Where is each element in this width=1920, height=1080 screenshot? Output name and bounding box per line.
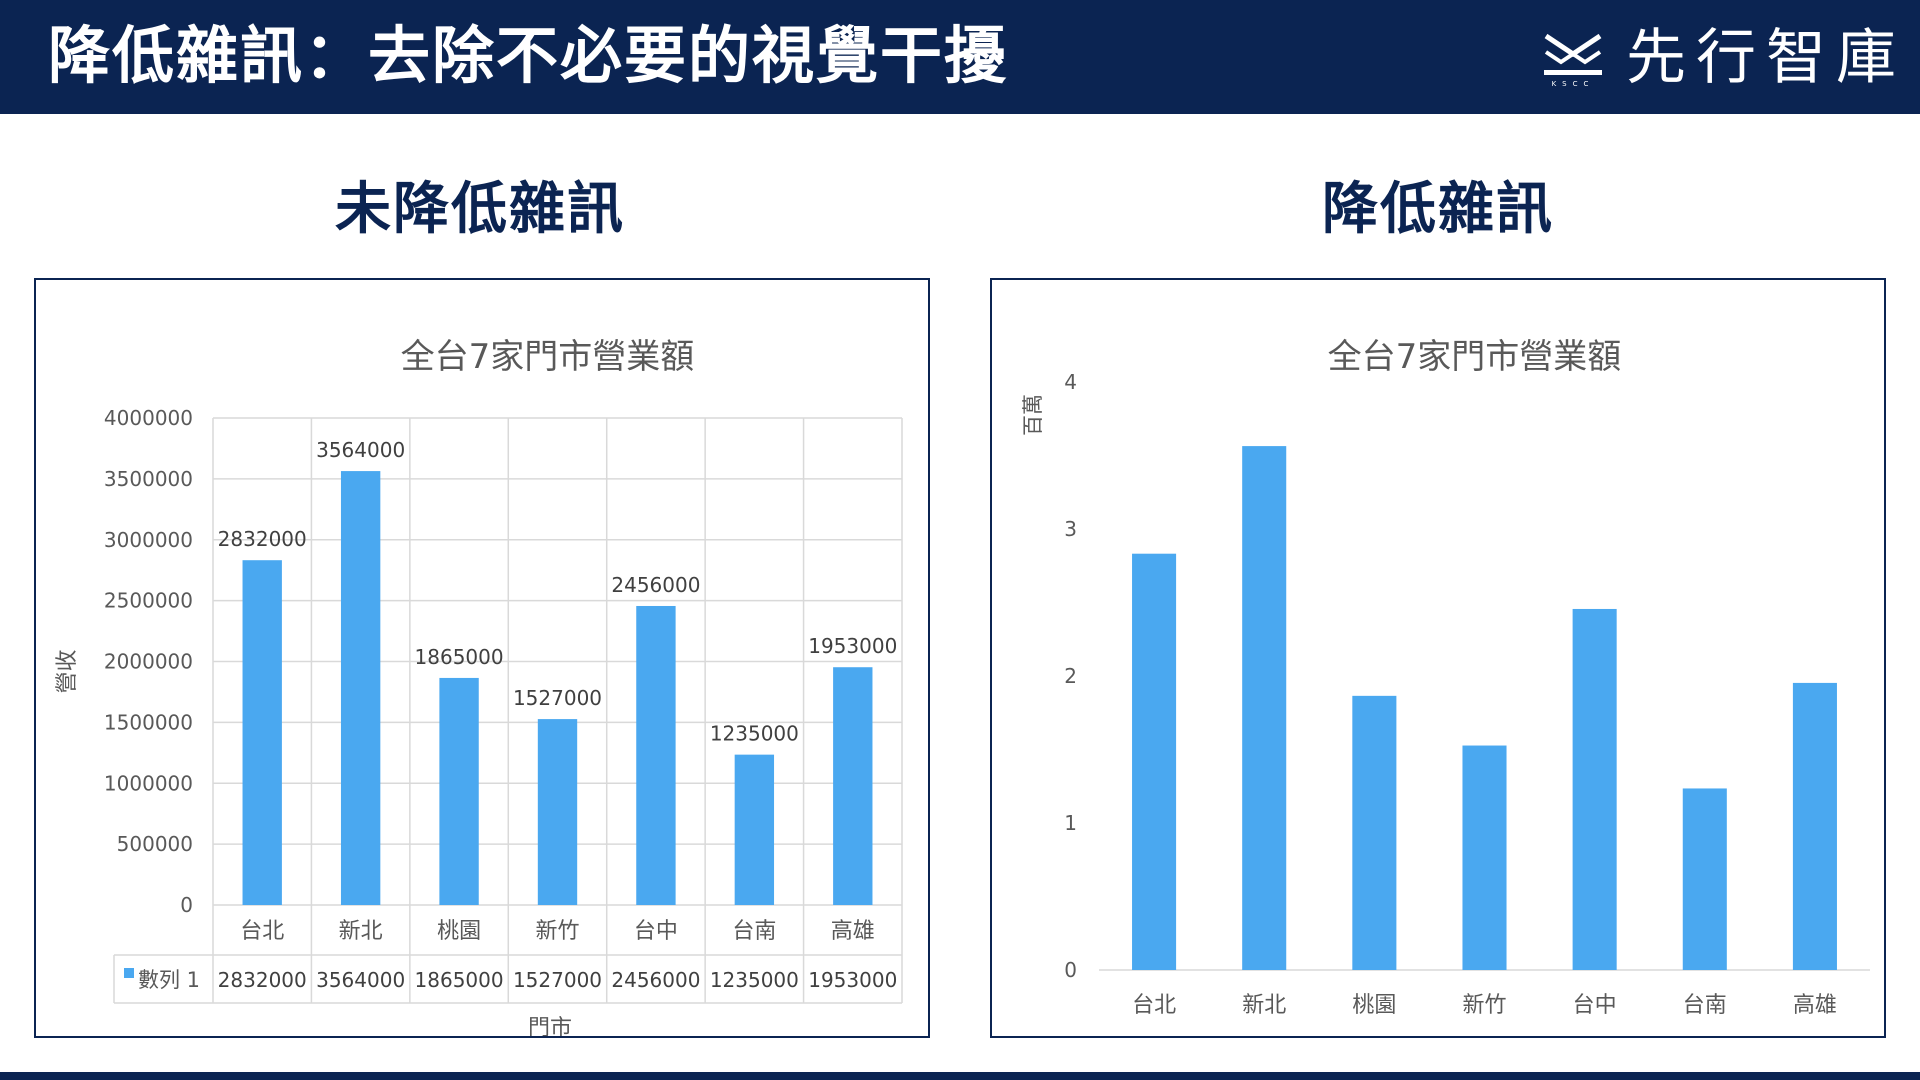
table-value: 1235000 (710, 968, 799, 992)
mountain-wave-logo-icon: KSCC (1542, 28, 1604, 88)
data-label: 3564000 (316, 438, 405, 462)
right-panel-heading: 降低雜訊 (1322, 177, 1554, 242)
y-tick-label: 0 (1064, 958, 1077, 982)
bar (1572, 608, 1617, 970)
bar (340, 471, 381, 905)
logo-text: 先行智庫 (1626, 23, 1906, 93)
bar (1352, 695, 1397, 970)
bar (1792, 682, 1837, 970)
x-tick-label: 新竹 (535, 919, 579, 944)
footer-bar (0, 1072, 1920, 1080)
data-label: 2456000 (611, 573, 700, 597)
x-tick-label: 高雄 (1793, 993, 1837, 1018)
legend-swatch (124, 968, 134, 978)
brand-logo: KSCC 先行智庫 (1542, 20, 1906, 96)
logo-subtext: KSCC (1551, 80, 1595, 88)
x-tick-label: 新北 (339, 919, 383, 944)
y-tick-label: 2500000 (104, 589, 193, 613)
table-value: 1865000 (415, 968, 504, 992)
y-tick-label: 3500000 (104, 467, 193, 491)
y-tick-label: 2000000 (104, 650, 193, 674)
y-tick-label: 1 (1064, 811, 1077, 835)
legend-series-name: 數列 1 (138, 968, 200, 992)
x-tick-label: 新竹 (1462, 993, 1506, 1018)
noisy-chart-panel: 全台7家門市營業額 0 500000 1000000 1500000 2000000 250… (34, 278, 930, 1041)
x-tick-label: 桃園 (1352, 993, 1396, 1018)
data-label: 1953000 (808, 634, 897, 658)
data-label: 1527000 (513, 686, 602, 710)
x-tick-label: 台中 (1573, 993, 1617, 1018)
x-axis-title: 門市 (528, 1016, 572, 1036)
clean-chart-panel: 全台7家門市營業額 0 1 2 3 4 百萬台北 新北 桃園 新竹 台中 台南 高雄 (990, 278, 1886, 1038)
x-tick-label: 台南 (732, 919, 776, 944)
data-label: 1235000 (710, 722, 799, 746)
y-tick-label: 3 (1064, 517, 1077, 541)
table-value: 1527000 (513, 968, 602, 992)
y-tick-label: 1000000 (104, 771, 193, 795)
table-value: 3564000 (316, 968, 405, 992)
y-tick-label: 0 (180, 893, 193, 917)
x-tick-label: 台北 (1132, 993, 1176, 1018)
y-axis-title: 營收 (55, 649, 80, 693)
chart-title: 全台7家門市營業額 (1328, 337, 1622, 377)
y-tick-label: 4000000 (104, 406, 193, 430)
bar (636, 605, 676, 905)
x-tick-label: 新北 (1242, 993, 1286, 1018)
bar (1132, 553, 1177, 970)
y-tick-label: 1500000 (104, 710, 193, 734)
x-tick-label: 台中 (634, 919, 678, 944)
bar (1242, 446, 1287, 970)
x-tick-label: 台北 (240, 919, 284, 944)
left-panel-heading: 未降低雜訊 (335, 177, 625, 242)
y-tick-label: 500000 (117, 832, 193, 856)
y-tick-label: 4 (1064, 370, 1077, 394)
table-value: 2456000 (611, 968, 700, 992)
header-bar (0, 0, 1920, 114)
x-tick-label: 高雄 (831, 919, 875, 944)
chart-title: 全台7家門市營業額 (401, 337, 695, 377)
bar (439, 677, 479, 905)
data-label: 2832000 (218, 527, 307, 551)
bar (734, 754, 775, 905)
slide-title: 降低雜訊：去除不必要的視覺干擾 (48, 19, 1009, 92)
y-tick-label: 3000000 (104, 528, 193, 552)
table-value: 2832000 (218, 968, 307, 992)
table-value: 1953000 (808, 968, 897, 992)
bar (833, 667, 873, 905)
y-tick-label: 2 (1064, 664, 1077, 688)
bar (537, 719, 578, 905)
bar (1462, 745, 1507, 970)
x-tick-label: 台南 (1683, 993, 1727, 1018)
bar (1682, 788, 1727, 970)
data-label: 1865000 (415, 645, 504, 669)
x-tick-label: 桃園 (437, 919, 481, 944)
y-unit-label: 百萬 (1021, 394, 1045, 436)
bar (242, 560, 282, 905)
noisy-bar-chart: 全台7家門市營業額 0 500000 1000000 1500000 2000000 250… (55, 337, 903, 1041)
